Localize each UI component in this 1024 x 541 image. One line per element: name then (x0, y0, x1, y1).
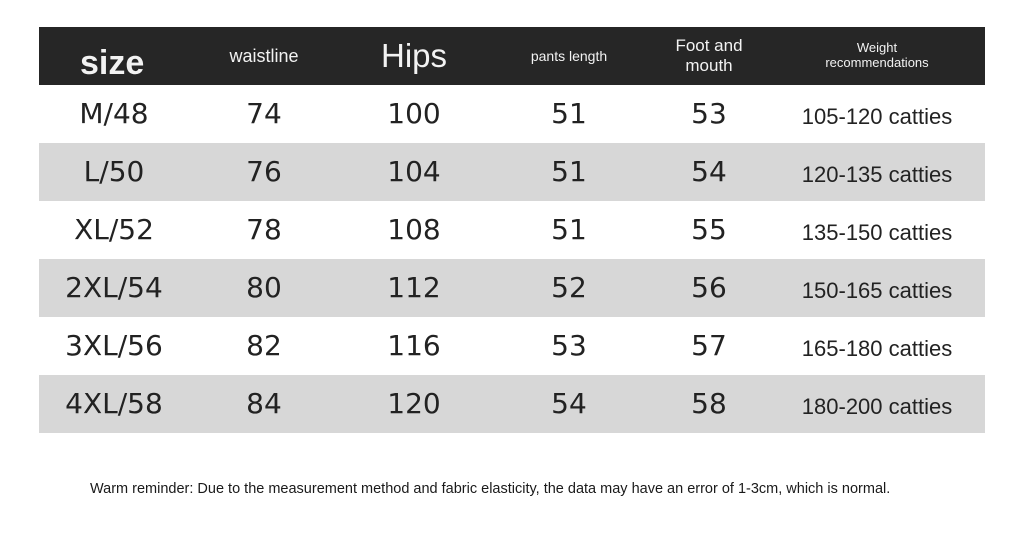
table-row: L/50 76 104 51 54 120-135 catties (39, 143, 985, 201)
cell-size: 2XL/54 (65, 270, 163, 304)
header-foot-and-mouth-line1: Foot and (675, 36, 743, 56)
header-weight-recommendations: Weight recommendations (769, 40, 985, 71)
cell-hips: 112 (387, 270, 441, 304)
cell-hips: 120 (387, 386, 441, 420)
cell-pants-length: 52 (551, 270, 587, 304)
table-row: 3XL/56 82 116 53 57 165-180 catties (39, 317, 985, 375)
table-row: XL/52 78 108 51 55 135-150 catties (39, 201, 985, 259)
header-waistline: waistline (229, 45, 299, 66)
cell-size: XL/52 (74, 212, 154, 246)
cell-foot-and-mouth: 58 (691, 386, 727, 420)
warm-reminder-note: Warm reminder: Due to the measurement me… (90, 481, 891, 497)
cell-waistline: 82 (246, 328, 282, 362)
cell-waistline: 80 (246, 270, 282, 304)
table-row: 2XL/54 80 112 52 56 150-165 catties (39, 259, 985, 317)
cell-hips: 116 (387, 328, 441, 362)
header-weight-line1: Weight (856, 40, 898, 56)
cell-size: L/50 (83, 154, 145, 188)
cell-waistline: 78 (246, 212, 282, 246)
cell-hips: 104 (387, 154, 441, 188)
cell-hips: 108 (387, 212, 441, 246)
cell-foot-and-mouth: 54 (691, 154, 727, 188)
size-chart-table: size waistline Hips pants length Foot an… (39, 27, 985, 433)
cell-pants-length: 53 (551, 328, 587, 362)
cell-size: M/48 (79, 96, 149, 130)
table-row: 4XL/58 84 120 54 58 180-200 catties (39, 375, 985, 433)
cell-waistline: 76 (246, 154, 282, 188)
header-foot-and-mouth: Foot and mouth (649, 36, 769, 75)
cell-foot-and-mouth: 56 (691, 270, 727, 304)
header-foot-and-mouth-line2: mouth (685, 56, 733, 75)
cell-pants-length: 51 (551, 154, 587, 188)
cell-pants-length: 51 (551, 96, 587, 130)
cell-weight: 120-135 catties (801, 162, 953, 188)
cell-weight: 165-180 catties (801, 336, 953, 362)
cell-waistline: 74 (246, 96, 282, 130)
header-hips: Hips (380, 37, 448, 75)
header-pants-length: pants length (530, 47, 608, 64)
header-weight-line2: recommendations (825, 55, 929, 70)
cell-weight: 180-200 catties (801, 394, 953, 420)
table-row: M/48 74 100 51 53 105-120 catties (39, 85, 985, 143)
cell-pants-length: 51 (551, 212, 587, 246)
cell-waistline: 84 (246, 386, 282, 420)
cell-weight: 105-120 catties (801, 104, 953, 130)
cell-foot-and-mouth: 55 (691, 212, 727, 246)
cell-size: 4XL/58 (65, 386, 163, 420)
header-size: size (80, 44, 145, 83)
cell-weight: 135-150 catties (801, 220, 953, 246)
cell-foot-and-mouth: 53 (691, 96, 727, 130)
cell-weight: 150-165 catties (801, 278, 953, 304)
cell-hips: 100 (387, 96, 441, 130)
table-header-row: size waistline Hips pants length Foot an… (39, 27, 985, 85)
cell-size: 3XL/56 (65, 328, 163, 362)
cell-foot-and-mouth: 57 (691, 328, 727, 362)
cell-pants-length: 54 (551, 386, 587, 420)
